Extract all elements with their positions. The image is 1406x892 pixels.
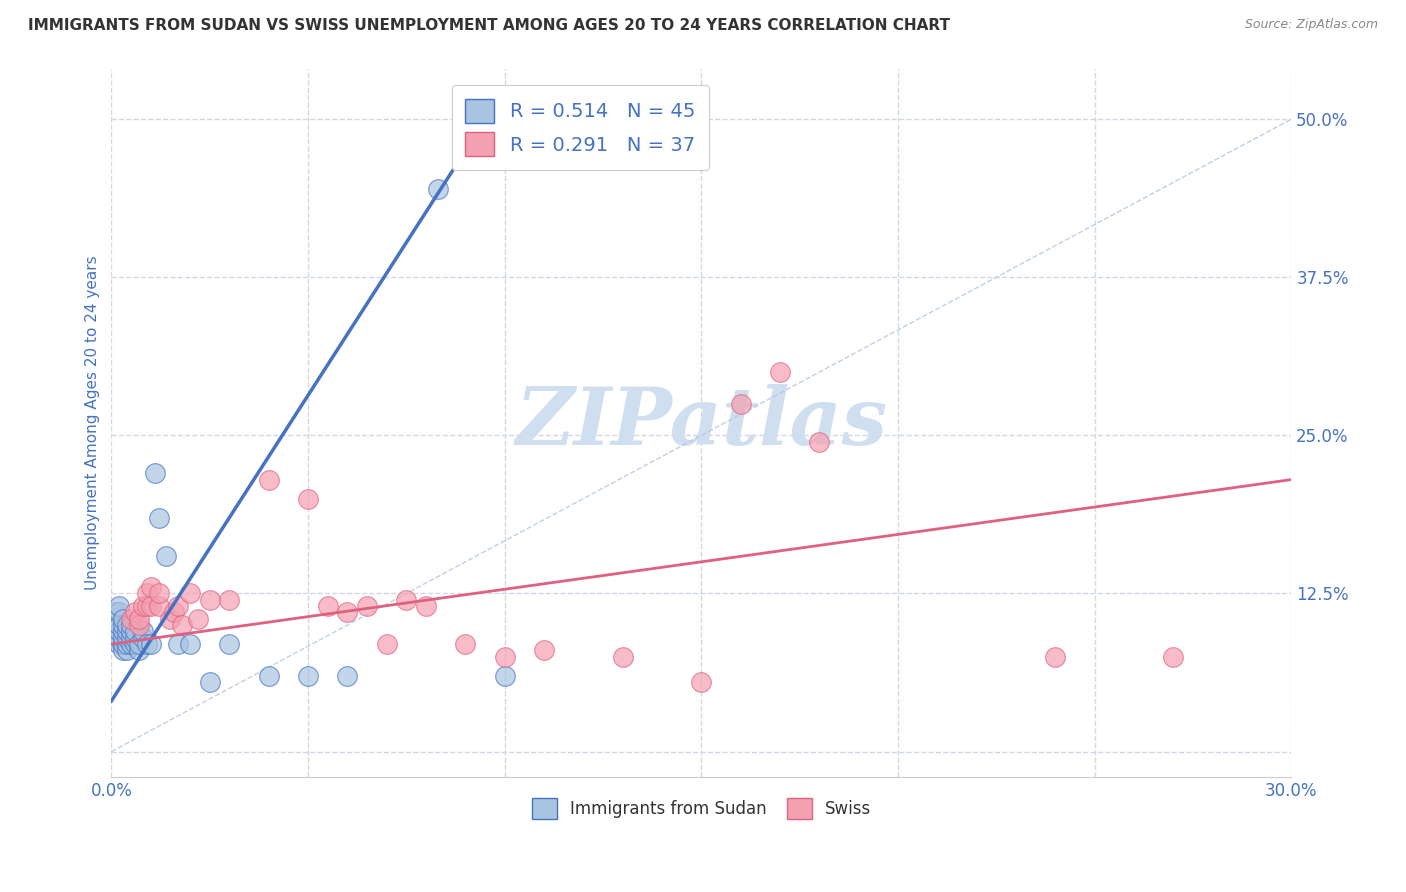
Point [108, 631, 131, 645]
Point [198, 675, 221, 690]
Point [198, 592, 221, 607]
Point [148, 586, 170, 600]
Point [356, 599, 378, 613]
Point [108, 624, 131, 639]
Point [135, 637, 157, 651]
Point [612, 649, 634, 664]
Point [120, 624, 142, 639]
Point [167, 637, 190, 651]
Point [112, 612, 135, 626]
Point [148, 599, 170, 613]
Text: IMMIGRANTS FROM SUDAN VS SWISS UNEMPLOYMENT AMONG AGES 20 TO 24 YEARS CORRELATIO: IMMIGRANTS FROM SUDAN VS SWISS UNEMPLOYM… [28, 18, 950, 33]
Point [132, 631, 155, 645]
Point [316, 599, 339, 613]
Point [139, 580, 162, 594]
Point [104, 618, 127, 632]
Point [159, 612, 181, 626]
Point [1163, 649, 1185, 664]
Point [336, 606, 359, 620]
Point [115, 637, 138, 651]
Point [124, 637, 146, 651]
Point [690, 675, 713, 690]
Legend: Immigrants from Sudan, Swiss: Immigrants from Sudan, Swiss [524, 791, 877, 825]
Point [112, 643, 135, 657]
Point [128, 618, 150, 632]
Point [120, 637, 142, 651]
Point [395, 592, 418, 607]
Point [1045, 649, 1067, 664]
Point [108, 606, 131, 620]
Point [132, 599, 155, 613]
Point [112, 631, 135, 645]
Point [494, 649, 516, 664]
Point [139, 637, 162, 651]
Point [115, 631, 138, 645]
Point [730, 397, 752, 411]
Point [124, 606, 146, 620]
Point [128, 643, 150, 657]
Y-axis label: Unemployment Among Ages 20 to 24 years: Unemployment Among Ages 20 to 24 years [86, 255, 100, 590]
Point [112, 637, 135, 651]
Point [108, 637, 131, 651]
Point [769, 365, 792, 379]
Point [120, 631, 142, 645]
Point [533, 643, 555, 657]
Point [115, 618, 138, 632]
Point [167, 599, 190, 613]
Point [135, 599, 157, 613]
Point [494, 668, 516, 682]
Point [124, 631, 146, 645]
Point [297, 491, 319, 506]
Point [120, 618, 142, 632]
Point [139, 599, 162, 613]
Point [120, 612, 142, 626]
Point [336, 668, 359, 682]
Point [218, 637, 240, 651]
Point [108, 618, 131, 632]
Point [112, 618, 135, 632]
Point [375, 637, 398, 651]
Point [297, 668, 319, 682]
Point [415, 599, 437, 613]
Point [179, 637, 201, 651]
Point [132, 624, 155, 639]
Point [115, 643, 138, 657]
Point [257, 473, 280, 487]
Point [104, 631, 127, 645]
Point [172, 618, 194, 632]
Point [124, 624, 146, 639]
Point [143, 467, 166, 481]
Point [426, 182, 449, 196]
Point [179, 586, 201, 600]
Point [115, 624, 138, 639]
Point [163, 606, 186, 620]
Point [808, 434, 831, 449]
Point [187, 612, 209, 626]
Point [148, 510, 170, 524]
Point [257, 668, 280, 682]
Point [112, 624, 135, 639]
Point [108, 599, 131, 613]
Point [454, 637, 477, 651]
Point [135, 586, 157, 600]
Text: ZIPatlas: ZIPatlas [516, 384, 887, 461]
Point [155, 549, 177, 563]
Point [218, 592, 240, 607]
Point [128, 612, 150, 626]
Point [104, 606, 127, 620]
Text: Source: ZipAtlas.com: Source: ZipAtlas.com [1244, 18, 1378, 31]
Point [128, 637, 150, 651]
